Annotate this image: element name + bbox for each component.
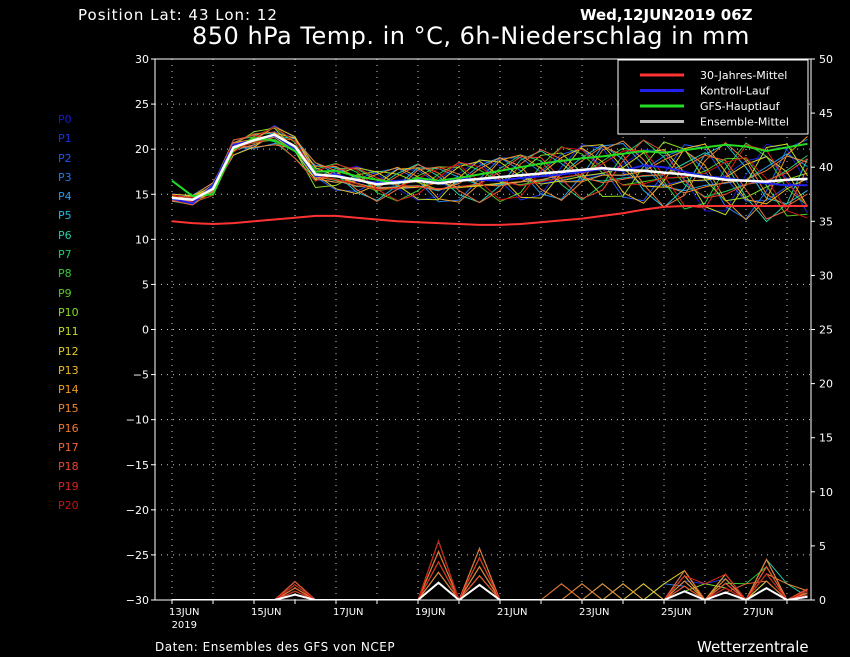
y-left-tick-label: 15 [135,188,149,201]
x-tick-label: 13JUN [169,607,199,618]
member-temp-line [171,132,808,207]
member-label: P6 [58,228,72,242]
member-label: P7 [58,248,72,262]
y-right-tick-label: 10 [819,486,833,499]
y-left-tick-label: 30 [135,53,149,66]
member-temp-line [171,126,808,205]
y-right-tick-label: 15 [819,432,833,445]
y-left-tick-label: −20 [126,504,149,517]
x-tick-label: 21JUN [497,607,527,618]
member-temp-line [171,136,808,216]
position-label: Position Lat: 43 Lon: 12 [78,6,278,24]
member-list: P0 P1 P2 P3 P4 P5 P6 P7 P8 P9 P10 P11 P12 P13 P14 P15 P1… [58,110,79,515]
member-label: P16 [58,421,79,435]
member-label: P17 [58,441,79,455]
member-temp-line [171,138,808,209]
x-tick-label: 27JUN [743,607,773,618]
series-line [171,137,808,198]
legend-label: Kontroll-Lauf [700,85,771,98]
member-label: P18 [58,460,79,474]
member-label: P4 [58,190,72,204]
member-label: P9 [58,286,72,300]
member-temp-line [171,139,808,210]
x-tick-label: 19JUN [415,607,445,618]
member-label: P2 [58,151,72,165]
y-left-tick-label: −25 [126,549,149,562]
y-right-tick-label: 0 [819,594,826,607]
data-source: Daten: Ensembles des GFS von NCEP [155,640,396,654]
y-left-tick-label: −15 [126,459,149,472]
member-label: P13 [58,363,79,377]
member-temp-line [171,126,808,219]
member-label: P1 [58,132,72,146]
y-left-tick-label: 0 [142,324,149,337]
member-label: P10 [58,305,79,319]
y-left-tick-label: 10 [135,233,149,246]
y-left-tick-label: 20 [135,143,149,156]
member-label: P3 [58,170,72,184]
member-label: P20 [58,498,79,512]
member-label: P12 [58,344,79,358]
member-label: P5 [58,209,72,223]
y-right-tick-label: 5 [819,540,826,553]
series-line [171,205,808,226]
legend-label: 30-Jahres-Mittel [700,69,787,82]
y-right-tick-label: 30 [819,269,833,282]
x-year-label: 2019 [172,620,197,631]
y-left-tick-label: −30 [126,594,149,607]
y-right-tick-label: 25 [819,324,833,337]
y-right-tick-label: 50 [819,53,833,66]
member-label: P8 [58,267,72,281]
member-label: P19 [58,479,79,493]
y-left-tick-label: −10 [126,414,149,427]
member-temp-line [171,131,808,220]
y-right-tick-label: 20 [819,378,833,391]
x-tick-label: 17JUN [333,607,363,618]
y-left-tick-label: −5 [133,369,149,382]
y-right-tick-label: 35 [819,215,833,228]
precip-mean-line [172,581,808,600]
member-label: P14 [58,383,79,397]
member-label: P0 [58,113,72,126]
legend-label: Ensemble-Mittel [700,116,789,129]
y-left-tick-label: 25 [135,98,149,111]
x-tick-label: 25JUN [661,607,691,618]
member-label: P11 [58,325,79,339]
x-tick-label: 23JUN [579,607,609,618]
y-right-tick-label: 45 [819,107,833,120]
member-temp-line [171,136,808,212]
series-line [171,133,808,201]
legend-label: GFS-Hauptlauf [700,100,781,113]
y-right-tick-label: 40 [819,161,833,174]
y-left-tick-label: 5 [142,278,149,291]
member-temp-line [171,140,808,202]
brand-label: Wetterzentrale [697,638,809,656]
run-date: Wed,12JUN2019 06Z [580,6,753,24]
chart-title: 850 hPa Temp. in °C, 6h-Niederschlag in … [192,22,750,50]
x-tick-label: 15JUN [251,607,281,618]
member-label: P15 [58,402,79,416]
